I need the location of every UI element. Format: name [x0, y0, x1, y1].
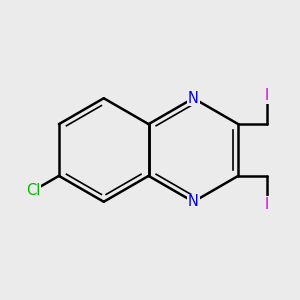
Text: N: N — [188, 91, 199, 106]
Text: I: I — [265, 88, 269, 103]
Text: I: I — [265, 197, 269, 212]
Text: N: N — [188, 194, 199, 209]
Text: Cl: Cl — [26, 183, 40, 198]
